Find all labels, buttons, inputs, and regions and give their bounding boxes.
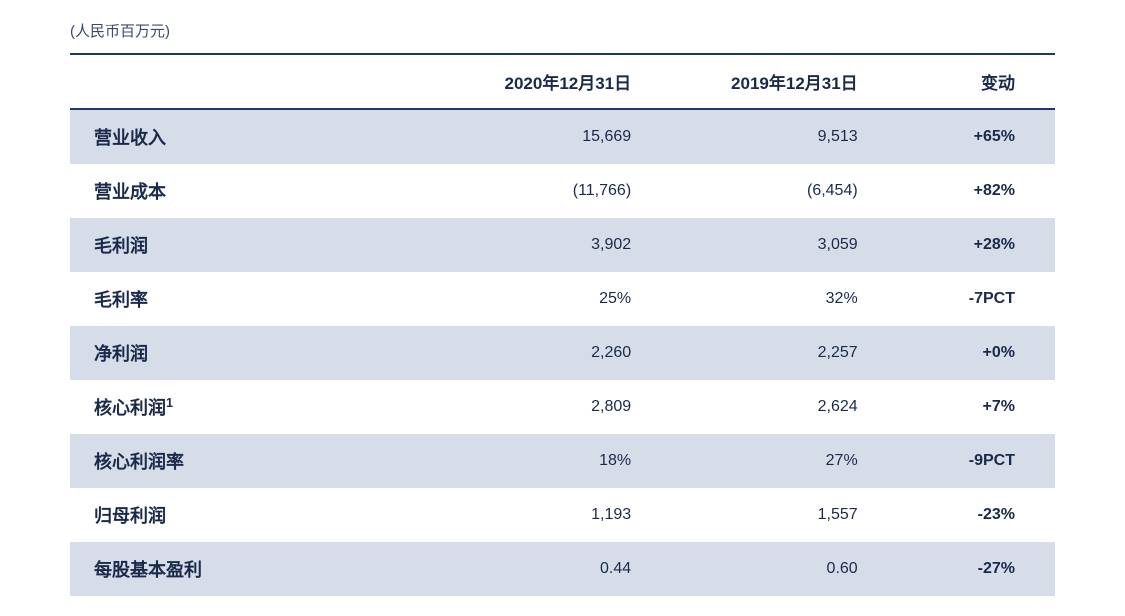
value-period-1: 3,902 (425, 218, 652, 272)
value-period-1: 25% (425, 272, 652, 326)
change-cell: +0% (878, 326, 1055, 380)
table-row: 每股基本盈利0.440.60-27% (70, 542, 1055, 596)
table-row: 毛利润3,9023,059+28% (70, 218, 1055, 272)
metric-cell: 毛利率 (70, 272, 425, 326)
value-period-1: 0.44 (425, 542, 652, 596)
value-period-2: 0.60 (651, 542, 878, 596)
change-cell: -27% (878, 542, 1055, 596)
change-cell: -9PCT (878, 434, 1055, 488)
value-period-1: (11,766) (425, 164, 652, 218)
change-cell: +65% (878, 109, 1055, 164)
metric-cell: 净利润 (70, 326, 425, 380)
table-header-row: 2020年12月31日 2019年12月31日 变动 (70, 54, 1055, 109)
header-change: 变动 (878, 54, 1055, 109)
value-period-2: 9,513 (651, 109, 878, 164)
change-cell: -23% (878, 488, 1055, 542)
header-period-2: 2019年12月31日 (651, 54, 878, 109)
table-row: 核心利润率18%27%-9PCT (70, 434, 1055, 488)
header-metric (70, 54, 425, 109)
header-period-1: 2020年12月31日 (425, 54, 652, 109)
value-period-2: (6,454) (651, 164, 878, 218)
change-cell: -7PCT (878, 272, 1055, 326)
value-period-2: 3,059 (651, 218, 878, 272)
value-period-2: 32% (651, 272, 878, 326)
value-period-2: 2,257 (651, 326, 878, 380)
value-period-1: 15,669 (425, 109, 652, 164)
value-period-2: 2,624 (651, 380, 878, 434)
value-period-2: 27% (651, 434, 878, 488)
metric-cell: 归母利润 (70, 488, 425, 542)
unit-label: (人民币百万元) (70, 20, 1055, 41)
value-period-2: 1,557 (651, 488, 878, 542)
metric-cell: 每股基本盈利 (70, 542, 425, 596)
table-row: 净利润2,2602,257+0% (70, 326, 1055, 380)
metric-cell: 核心利润1 (70, 380, 425, 434)
change-cell: +82% (878, 164, 1055, 218)
metric-cell: 营业成本 (70, 164, 425, 218)
table-row: 营业成本(11,766)(6,454)+82% (70, 164, 1055, 218)
table-row: 毛利率25%32%-7PCT (70, 272, 1055, 326)
metric-cell: 毛利润 (70, 218, 425, 272)
value-period-1: 18% (425, 434, 652, 488)
financial-table: 2020年12月31日 2019年12月31日 变动 营业收入15,6699,5… (70, 53, 1055, 596)
metric-cell: 营业收入 (70, 109, 425, 164)
table-row: 归母利润1,1931,557-23% (70, 488, 1055, 542)
metric-cell: 核心利润率 (70, 434, 425, 488)
change-cell: +7% (878, 380, 1055, 434)
value-period-1: 2,809 (425, 380, 652, 434)
change-cell: +28% (878, 218, 1055, 272)
table-row: 核心利润12,8092,624+7% (70, 380, 1055, 434)
table-row: 营业收入15,6699,513+65% (70, 109, 1055, 164)
value-period-1: 1,193 (425, 488, 652, 542)
value-period-1: 2,260 (425, 326, 652, 380)
